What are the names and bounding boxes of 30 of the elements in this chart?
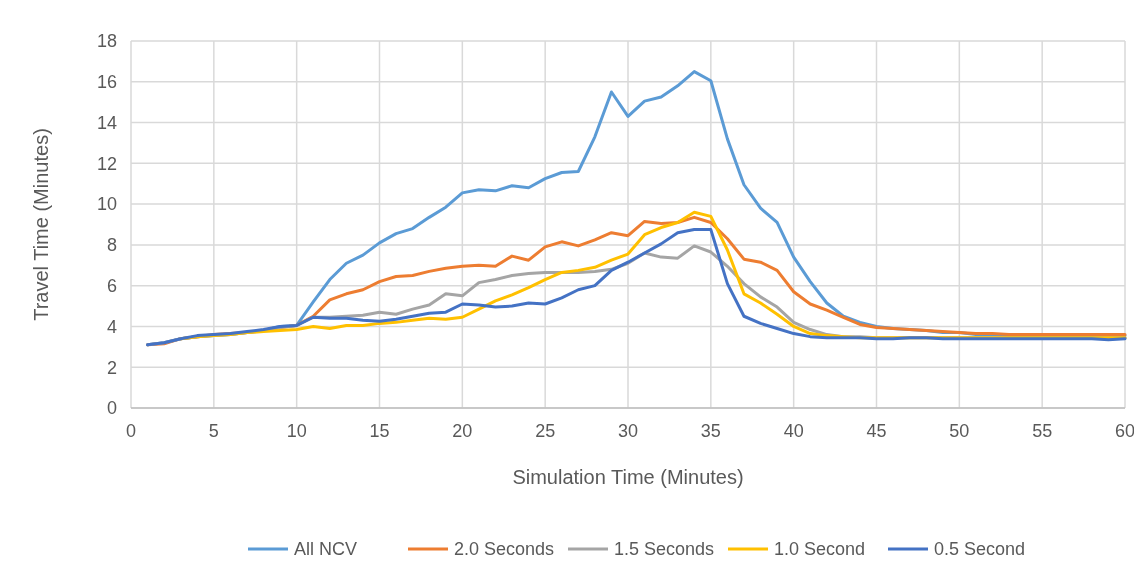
y-tick-label: 14 (96, 112, 117, 133)
y-tick-label: 0 (106, 398, 117, 419)
x-tick-label: 40 (783, 421, 804, 441)
y-tick-label: 12 (96, 153, 117, 174)
x-tick-label: 55 (1032, 421, 1053, 441)
legend-label: 2.0 Seconds (454, 539, 555, 560)
y-tick-label: 4 (106, 316, 117, 337)
x-tick-label: 35 (700, 421, 721, 441)
legend-label: 0.5 Second (934, 539, 1026, 560)
x-tick-label: 0 (125, 421, 137, 441)
y-tick-label: 16 (96, 72, 117, 93)
legend-label: All NCV (294, 539, 358, 560)
y-axis-title: Travel Time (Minutes) (30, 128, 52, 321)
legend-label: 1.5 Seconds (614, 539, 715, 560)
x-tick-label: 25 (535, 421, 556, 441)
y-tick-label: 18 (96, 31, 117, 52)
y-tick-label: 8 (106, 235, 117, 256)
x-axis-title: Simulation Time (Minutes) (512, 466, 744, 488)
x-tick-label: 5 (208, 421, 219, 441)
x-tick-label: 45 (866, 421, 887, 441)
x-tick-label: 30 (617, 421, 639, 441)
x-tick-label: 60 (1114, 421, 1136, 441)
x-tick-label: 50 (949, 421, 970, 441)
legend-label: 1.0 Second (774, 539, 866, 560)
x-tick-label: 20 (452, 421, 473, 441)
x-tick-label: 10 (286, 421, 307, 441)
y-tick-label: 2 (106, 357, 117, 378)
x-tick-label: 15 (369, 421, 390, 441)
y-tick-label: 10 (96, 194, 117, 215)
y-tick-label: 6 (106, 275, 117, 296)
